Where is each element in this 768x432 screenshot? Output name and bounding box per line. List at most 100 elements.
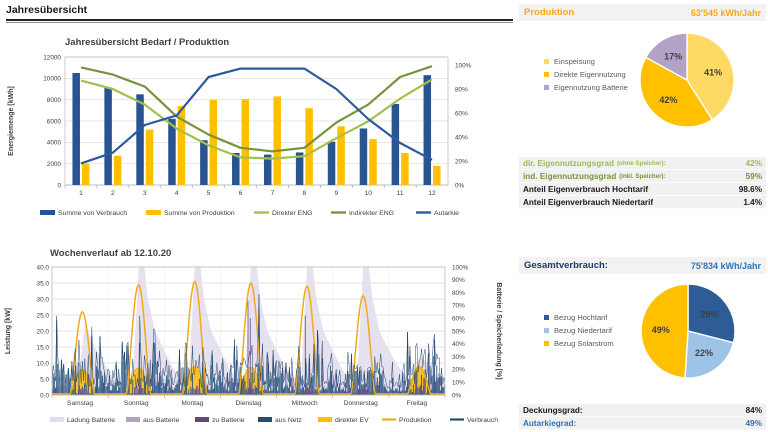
stat-value: 98.6% [738,184,762,194]
bar [200,140,208,185]
legend-label: Eigennutzung Batterie [554,83,628,92]
y-axis-tick: 15.0 [37,344,50,351]
x-axis-tick: 4 [175,190,179,197]
consumption-pie-chart[interactable]: 29% 22% 49% [515,280,768,386]
stat-label: Anteil Eigenverbrauch Hochtarif [523,184,649,194]
chart-legend-label: Direkter ENG [272,210,312,217]
y-axis-tick: 12000 [43,54,61,61]
production-header: Produktion 63'545 kWh/Jahr [519,4,766,21]
bar [209,99,218,185]
x-axis-tick: Samstag [67,400,93,407]
y-axis-tick: 2000 [47,161,62,168]
bar [295,152,304,185]
legend-item: Eigennutzung Batterie [544,83,628,92]
stat-row: Deckungsgrad: 84% [519,404,766,417]
production-value: 63'545 kWh/Jahr [690,7,761,18]
legend-label: Direkte Eigennutzung [554,70,626,79]
bar [337,126,345,185]
x-axis-tick: 11 [397,190,404,197]
y-axis-tick: 35.0 [37,280,50,287]
legend-label: Bezug Niedertarif [554,326,612,335]
page-title: Jahresübersicht [6,4,88,16]
legend-swatch [544,341,549,346]
y2-axis-tick: 80% [455,86,468,93]
pie-slice [640,283,689,379]
y2-axis-tick: 60% [455,110,468,117]
consumption-stats: Deckungsgrad: 84% Autarkiegrad: 49% [519,404,766,430]
legend-swatch [544,315,549,320]
stat-row: Autarkiegrad: 49% [519,417,766,430]
bar [232,153,240,185]
bar [263,154,272,185]
x-axis-tick: 3 [143,190,147,197]
stat-label: Anteil Eigenverbrauch Niedertarif [523,197,654,207]
chart-legend-label: Produktion [399,417,432,424]
production-pie-chart[interactable]: 41% 42% 17% [515,28,768,134]
consumption-pie-legend: Bezug Hochtarif Bezug Niedertarif Bezug So… [544,313,614,348]
x-axis-tick: 1 [79,190,83,197]
bar [305,108,313,185]
y-axis-tick: 20.0 [37,328,50,335]
pie-slice [644,32,688,82]
chart-legend-label: zu Batterie [212,417,245,424]
legend-item: Einspeisung [544,57,628,66]
legend-item: Bezug Solarstrom [544,339,614,348]
consumption-title: Gesamtverbrauch: [524,260,608,271]
pie-slice-label: 42% [659,95,677,105]
legend-item: Bezug Niedertarif [544,326,614,335]
pie-slice-label: 29% [701,309,719,319]
pie-slice-label: 41% [704,67,722,77]
y-axis-tick: 10000 [43,76,61,83]
legend-swatch [544,85,549,90]
chart-legend-label: Summe von Produktion [164,210,235,217]
consumption-header: Gesamtverbrauch: 75'834 kWh/Jahr [519,257,766,274]
y-axis-tick: 0 [57,182,61,189]
week-chart[interactable]: Wochenverlauf ab 12.10.20 0.0 5.0 10.0 15.0 2… [0,240,515,432]
annual-chart[interactable]: Jahresübersicht Bedarf / Produktion 0 2000… [0,28,515,234]
y2-axis-tick: 80% [452,290,465,297]
x-axis-tick: Sonntag [124,400,149,407]
y-axis-tick: 5.0 [40,376,49,383]
y-axis-tick: 4000 [47,140,62,147]
y2-axis-tick: 70% [452,303,465,310]
y2-axis-tick: 30% [452,354,465,361]
x-axis-tick: Freitag [407,400,428,407]
y-axis-tick: 30.0 [37,296,50,303]
y2-axis-tick: 50% [452,328,465,335]
chart-legend-label: Verbrauch [467,417,498,424]
y-axis-tick: 40.0 [37,264,50,271]
y2-axis-tick: 100% [452,264,469,271]
y2-axis-tick: 100% [455,62,472,69]
bar [359,128,368,185]
legend-item: Direkte Eigennutzung [544,70,628,79]
y-axis-title: Energiemenge [kWh] [8,86,15,156]
line-series [80,65,433,153]
x-axis-tick: 12 [428,190,436,197]
production-pie-legend: Einspeisung Direkte Eigennutzung Eigennutz… [544,57,628,92]
x-axis-tick: Dienstag [235,400,261,407]
x-axis-tick: 7 [271,190,275,197]
chart-legend-label: Summe von Verbrauch [58,210,127,217]
y-axis-tick: 10.0 [37,360,50,367]
bar [81,163,90,185]
y-axis-tick: 6000 [47,118,62,125]
legend-swatch [544,59,549,64]
stat-label: dir. Eigennutzungsgrad [523,158,614,168]
consumption-value: 75'834 kWh/Jahr [690,260,761,271]
production-line [52,280,445,395]
x-axis-tick: Mittwoch [292,400,318,407]
stat-value: 42% [745,158,762,168]
chart-legend-label: Indirekter ENG [349,210,394,217]
bar [391,103,400,185]
stat-sublabel: (ohne Speicher): [616,159,666,167]
x-axis-tick: Montag [181,400,203,407]
line-series [80,67,433,165]
stat-value: 49% [745,418,762,428]
bar [113,155,122,185]
chart-legend-label: aus Batterie [143,417,179,424]
production-title: Produktion [524,7,575,18]
stat-value: 1.4% [743,197,762,207]
title-rule-thin [6,22,513,23]
chart-legend-label: Ladung Batterie [67,417,115,424]
